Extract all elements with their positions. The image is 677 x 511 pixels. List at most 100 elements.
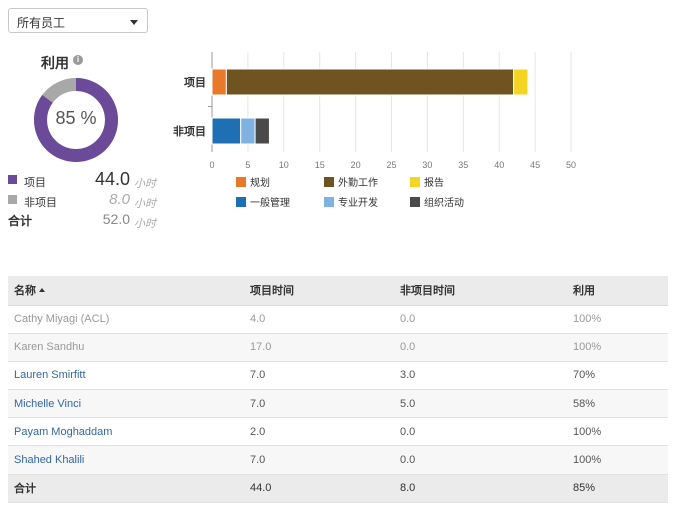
x-tick-label: 45 (530, 160, 540, 170)
project-time-cell: 7.0 (244, 389, 394, 419)
utilization-cell: 100% (567, 445, 668, 475)
table-row: Karen Sandhu 17.0 0.0 100% (8, 333, 668, 362)
nonproject-time-cell: 0.0 (394, 445, 567, 475)
table-header-row: 名称 项目时间 非项目时间 利用 (8, 276, 668, 306)
utilization-cell: 100% (567, 305, 668, 334)
x-tick-label: 30 (422, 160, 432, 170)
project-time-cell: 7.0 (244, 361, 394, 391)
info-icon[interactable]: i (73, 55, 83, 65)
x-tick-label: 10 (279, 160, 289, 170)
employee-name-link[interactable]: Lauren Smirfitt (14, 369, 86, 382)
utilization-cell: 58% (567, 389, 668, 419)
hours-unit: 小时 (134, 178, 156, 190)
table-row: Lauren Smirfitt 7.0 3.0 70% (8, 361, 668, 391)
header-nonproject-time[interactable]: 非项目时间 (394, 276, 567, 306)
employee-utilization-table: 名称 项目时间 非项目时间 利用 Cathy Miyagi (ACL) 4.0 0.… (8, 276, 668, 503)
total-utilization-cell: 85% (567, 474, 668, 503)
total-hours: 52.0 (102, 211, 130, 227)
x-tick-label: 40 (494, 160, 504, 170)
employee-filter-dropdown[interactable]: 所有员工 (8, 8, 148, 33)
nonproject-label: 非项目 (24, 197, 57, 209)
header-name[interactable]: 名称 (8, 276, 244, 306)
hours-unit: 小时 (134, 218, 156, 230)
table-row: Payam Moghaddam 2.0 0.0 100% (8, 417, 668, 447)
chevron-down-icon (130, 20, 138, 25)
x-tick-label: 0 (209, 160, 214, 170)
legend-label: 外勤工作 (338, 176, 378, 189)
nonproject-time-cell: 3.0 (394, 361, 567, 391)
bar-segment (240, 117, 256, 145)
bar-segment (211, 117, 242, 145)
nonproject-time-cell: 5.0 (394, 389, 567, 419)
legend-label: 组织活动 (424, 196, 464, 209)
bar-segment (513, 68, 529, 96)
employee-name-link[interactable]: Shahed Khalili (14, 454, 85, 467)
donut-project-arc (34, 78, 118, 162)
legend-label: 报告 (424, 176, 444, 189)
legend-swatch (324, 177, 334, 187)
hours-unit: 小时 (134, 198, 156, 210)
table-row: Cathy Miyagi (ACL) 4.0 0.0 100% (8, 305, 668, 334)
employee-filter-value: 所有员工 (17, 16, 66, 30)
employee-name-cell: Cathy Miyagi (ACL) (8, 305, 244, 334)
x-tick-label: 35 (458, 160, 468, 170)
summary-project-row: 项目 44.0 小时 (8, 169, 168, 190)
project-swatch (8, 175, 17, 184)
legend-swatch (410, 197, 420, 207)
total-project-cell: 44.0 (244, 474, 394, 503)
legend-label: 规划 (250, 176, 270, 189)
y-category-label: 项目 (184, 76, 206, 89)
legend-swatch (410, 177, 420, 187)
employee-name-cell[interactable]: Michelle Vinci (8, 389, 244, 419)
nonproject-time-cell: 0.0 (394, 417, 567, 447)
nonproject-hours: 8.0 (109, 191, 130, 208)
total-name-cell: 合计 (8, 474, 244, 503)
project-time-cell: 7.0 (244, 445, 394, 475)
summary-nonproject-row: 非项目 8.0 小时 (8, 191, 168, 210)
y-category-label: 非项目 (173, 124, 206, 138)
x-tick-label: 50 (566, 160, 576, 170)
utilization-cell: 70% (567, 361, 668, 391)
legend-label: 专业开发 (338, 196, 378, 209)
employee-name-cell[interactable]: Lauren Smirfitt (8, 361, 244, 391)
nonproject-time-cell: 0.0 (394, 333, 567, 362)
table-row: Shahed Khalili 7.0 0.0 100% (8, 445, 668, 475)
sort-ascending-icon (39, 288, 45, 293)
utilization-title: 利用 (41, 55, 69, 71)
header-project-time[interactable]: 项目时间 (244, 276, 394, 306)
bar-segment (254, 117, 270, 145)
nonproject-time-cell: 0.0 (394, 305, 567, 334)
project-label: 项目 (24, 177, 46, 189)
project-time-cell: 17.0 (244, 333, 394, 362)
project-hours: 44.0 (94, 169, 130, 189)
x-tick-label: 5 (245, 160, 250, 170)
x-tick-label: 25 (386, 160, 396, 170)
employee-name-cell[interactable]: Shahed Khalili (8, 445, 244, 475)
table-row: Michelle Vinci 7.0 5.0 58% (8, 389, 668, 419)
employee-name-cell: Karen Sandhu (8, 333, 244, 362)
bar-segment (211, 68, 227, 96)
table-total-row: 合计 44.0 8.0 85% (8, 474, 668, 503)
nonproject-swatch (8, 195, 17, 204)
bar-segment (225, 68, 515, 96)
legend-swatch (324, 197, 334, 207)
total-nonproject-cell: 8.0 (394, 474, 567, 503)
total-label: 合计 (8, 214, 33, 228)
header-utilization[interactable]: 利用 (567, 276, 668, 306)
legend-label: 一般管理 (250, 196, 290, 209)
utilization-donut (34, 78, 118, 162)
project-time-cell: 2.0 (244, 417, 394, 447)
utilization-cell: 100% (567, 417, 668, 447)
employee-name-link[interactable]: Michelle Vinci (14, 397, 82, 410)
legend-swatch (236, 177, 246, 187)
employee-name-link[interactable]: Payam Moghaddam (14, 425, 113, 438)
legend-swatch (236, 197, 246, 207)
utilization-percent: 85 % (55, 108, 97, 128)
x-tick-label: 20 (351, 160, 361, 170)
employee-name-cell[interactable]: Payam Moghaddam (8, 417, 244, 447)
x-tick-label: 15 (315, 160, 325, 170)
utilization-cell: 100% (567, 333, 668, 362)
summary-total-row: 合计 52.0 小时 (8, 211, 168, 230)
project-time-cell: 4.0 (244, 305, 394, 334)
